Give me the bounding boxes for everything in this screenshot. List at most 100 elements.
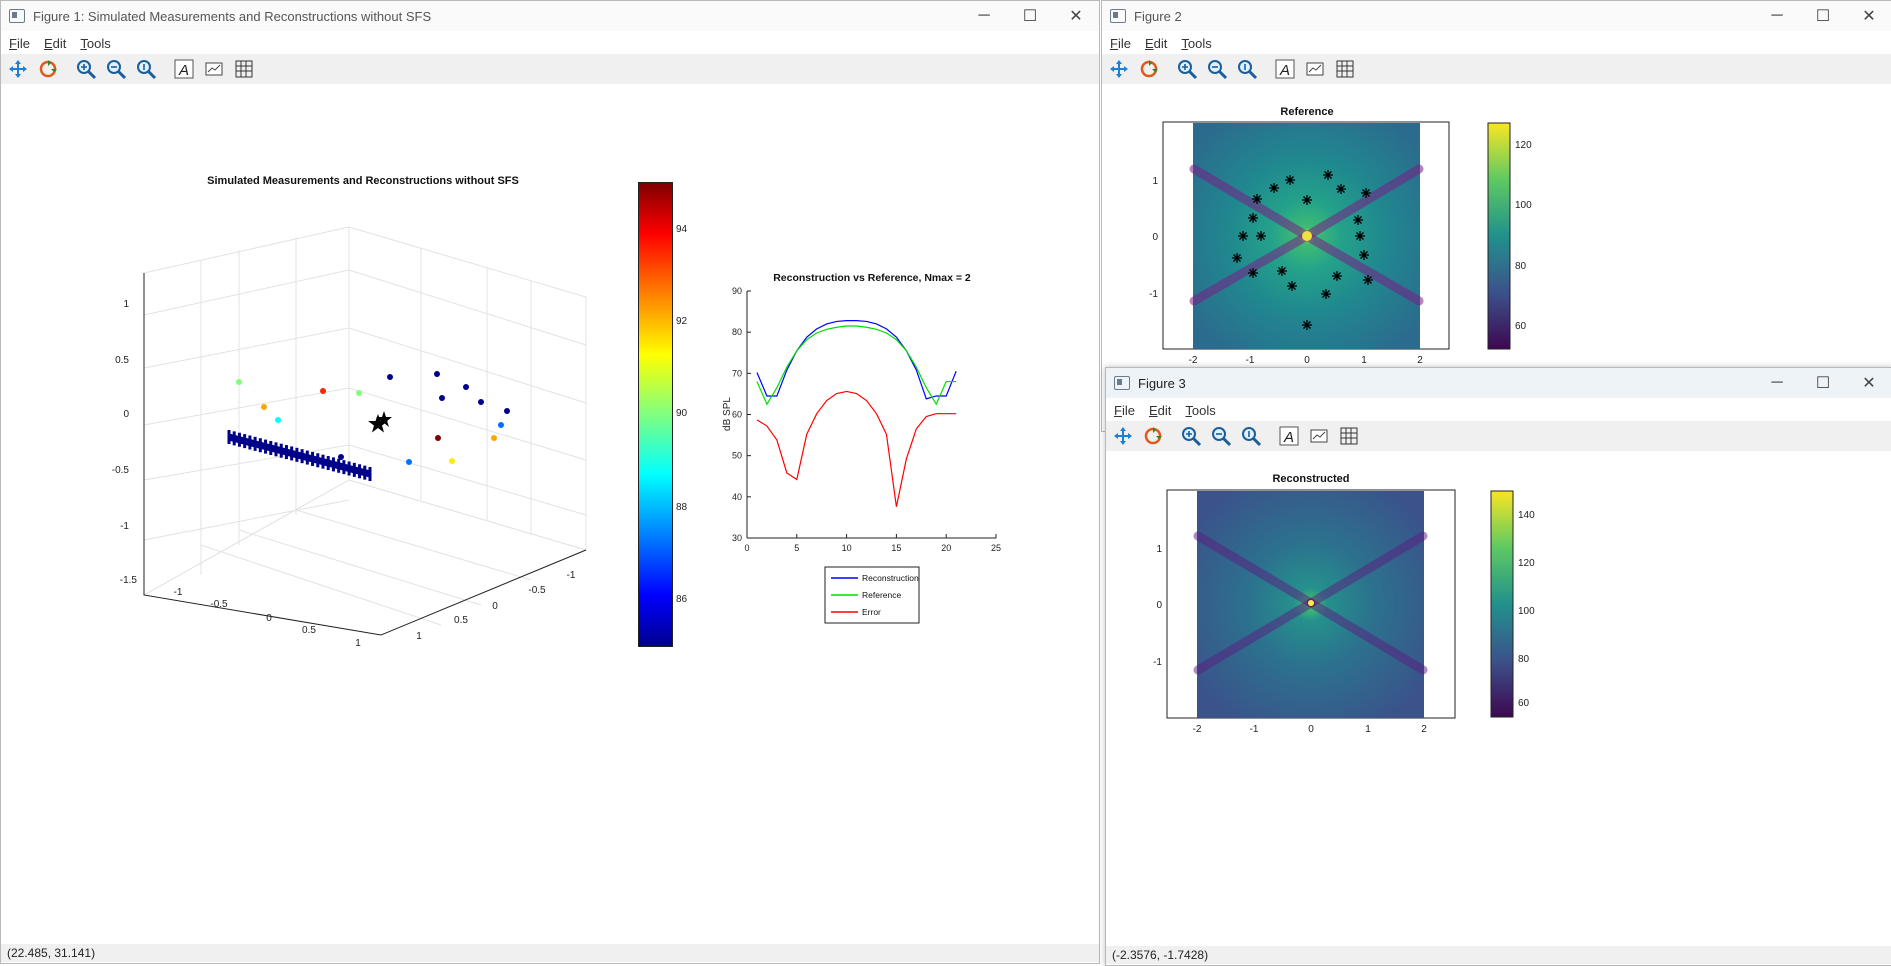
plot3d-z-ticks: 1 0.5 0 -0.5 -1 -1.5 [112,299,138,586]
close-button[interactable]: ✕ [1862,375,1876,392]
menu-file[interactable]: File [9,35,30,51]
rotate-tool-button[interactable] [1136,56,1162,82]
reference-interference-lobes [1189,164,1424,306]
measurement-point [449,458,455,464]
reconstructed-title: Reconstructed [1272,473,1349,485]
measurement-point [435,435,441,441]
pan-tool-button[interactable] [1110,423,1136,449]
mic-asterisk [1321,289,1331,299]
rotate-tool-button[interactable] [35,56,61,82]
zoom-reset-icon [1242,427,1262,447]
y-tick-label: 0.5 [454,615,468,626]
text-tool-button[interactable]: A [1276,423,1302,449]
measurement-point [356,390,362,396]
colorbar-tick-label: 88 [676,502,688,513]
minimize-button[interactable]: ─ [1771,374,1783,391]
reconstructed-colorbar-ticks: 140 120 100 80 60 [1518,510,1535,709]
colorbar-tick-label: 60 [1518,698,1530,709]
mic-asterisk [1248,268,1258,278]
grid-tool-button[interactable] [1336,423,1362,449]
loudspeaker-marker [237,432,241,447]
reference-colorbar-ticks: 120 100 80 60 [1515,140,1532,332]
pan-tool-button[interactable] [1106,56,1132,82]
zoom-out-button[interactable] [1208,423,1234,449]
zoom-reset-button[interactable] [1238,423,1264,449]
figure1-title: Figure 1: Simulated Measurements and Rec… [33,8,432,24]
measurement-point [434,371,440,377]
pan-tool-button[interactable] [5,56,31,82]
zoom-reset-button[interactable] [1234,56,1260,82]
mic-asterisk [1256,231,1266,241]
grid-tool-button[interactable] [1332,56,1358,82]
mic-asterisk [1336,184,1346,194]
loudspeaker-marker [274,442,278,457]
y-tick-label: -1 [567,570,576,581]
colorbar-tick-label: 90 [676,408,688,419]
axes-tool-button[interactable] [1306,423,1332,449]
reconstructed-plot[interactable]: Reconstructed -2 -1 0 1 2 1 0 -1 140 120… [1106,368,1891,965]
loudspeaker-marker [232,431,236,446]
mic-asterisk [1359,250,1369,260]
zoom-out-button[interactable] [1204,56,1230,82]
zoom-reset-button[interactable] [133,56,159,82]
colorbar-tick-label: 140 [1518,510,1535,521]
colorbar-tick-label: 92 [676,316,688,327]
x-tick-label: -1 [1250,724,1259,735]
plot3d-x-ticks: -1 -0.5 0 0.5 1 [174,587,362,649]
plot3d-axes[interactable]: Simulated Measurements and Reconstructio… [1,85,1099,945]
figure2-titlebar[interactable]: Figure 2 ─ ☐ ✕ [1102,1,1891,31]
maximize-button[interactable]: ☐ [1022,8,1038,25]
colorbar-tick-label: 94 [676,224,688,235]
x-tick-label: 5 [794,543,799,553]
menu-edit[interactable]: Edit [1148,402,1172,418]
mic-asterisk [1287,281,1297,291]
maximize-button[interactable]: ☐ [1815,375,1831,392]
figure2-window: Figure 2 ─ ☐ ✕ File Edit Tools A [1101,0,1891,432]
menu-tools[interactable]: Tools [1181,35,1212,51]
axes-tool-button[interactable] [201,56,227,82]
zoom-in-button[interactable] [1174,56,1200,82]
line-chart[interactable]: Reconstruction vs Reference, Nmax = 2 dB… [701,261,1021,641]
close-button[interactable]: ✕ [1069,8,1083,25]
close-button[interactable]: ✕ [1862,8,1876,25]
line-chart-legend[interactable]: Reconstruction Reference Error [824,566,920,624]
zoom-in-button[interactable] [73,56,99,82]
maximize-button[interactable]: ☐ [1815,8,1831,25]
menu-file[interactable]: File [1114,402,1135,418]
menu-tools[interactable]: Tools [80,35,111,51]
figure1-titlebar[interactable]: Figure 1: Simulated Measurements and Rec… [1,1,1099,31]
line-chart-title: Reconstruction vs Reference, Nmax = 2 [773,272,971,284]
y-tick-label: 1 [1152,176,1158,187]
minimize-button[interactable]: ─ [978,7,990,24]
zoom-in-icon [1178,60,1198,80]
zoom-out-icon [1212,427,1232,447]
y-tick-label: 50 [732,451,742,461]
x-tick-label: 25 [991,543,1001,553]
figure3-titlebar[interactable]: Figure 3 ─ ☐ ✕ [1106,368,1891,398]
z-tick-label: -1 [120,521,129,532]
zoom-in-button[interactable] [1178,423,1204,449]
axes-tool-button[interactable] [1302,56,1328,82]
loudspeaker-marker [269,440,273,455]
series-line-error [756,390,957,507]
menu-file[interactable]: File [1110,35,1131,51]
cursor-coordinates: (-2.3576, -1.7428) [1112,948,1209,962]
zoom-out-button[interactable] [103,56,129,82]
cursor-coordinates: (22.485, 31.141) [7,946,96,960]
measurement-point [491,435,497,441]
menu-tools[interactable]: Tools [1185,402,1216,418]
loudspeaker-marker [258,438,262,453]
reference-plot[interactable]: Reference -2 -1 0 1 2 1 0 -1 120 100 80 [1102,1,1891,431]
grid-tool-button[interactable] [231,56,257,82]
text-tool-button[interactable]: A [171,56,197,82]
rotate-tool-button[interactable] [1140,423,1166,449]
legend-label-reconstruction: Reconstruction [862,573,919,583]
minimize-button[interactable]: ─ [1771,7,1783,24]
menu-edit[interactable]: Edit [43,35,67,51]
menu-edit[interactable]: Edit [1144,35,1168,51]
x-tick-label: 0 [744,543,749,553]
text-tool-button[interactable]: A [1272,56,1298,82]
svg-text:A: A [178,62,189,79]
reference-x-ticks: -2 -1 0 1 2 [1189,355,1424,366]
loudspeaker-marker [253,436,257,451]
